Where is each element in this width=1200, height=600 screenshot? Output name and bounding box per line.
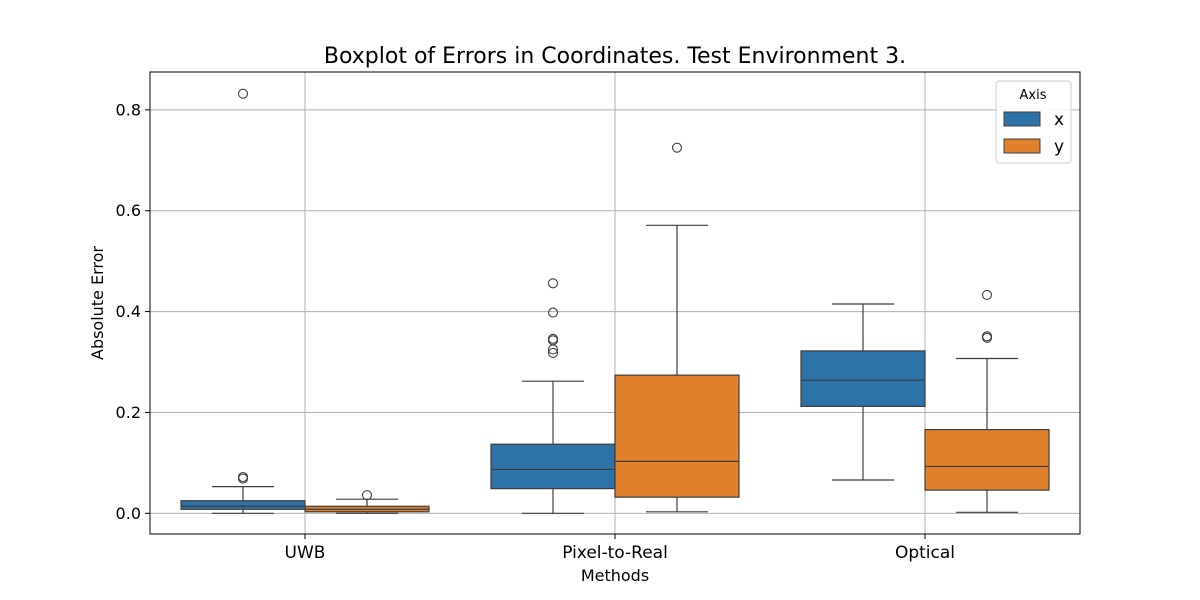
x-axis-ticks: UWB Pixel-to-Real Optical (285, 534, 955, 563)
legend-label-x: x (1054, 110, 1064, 130)
outlier-point (547, 347, 559, 358)
outlier-point (547, 307, 559, 318)
y-tick-label: 0.6 (116, 201, 141, 220)
outlier-point (361, 490, 373, 501)
box-x-2 (800, 303, 926, 481)
chart-title: Boxplot of Errors in Coordinates. Test E… (324, 44, 906, 69)
y-axis-ticks: 0.0 0.2 0.4 0.6 0.8 (116, 100, 150, 523)
outlier-point (981, 289, 993, 300)
box-iqr (924, 428, 1050, 491)
box-iqr (614, 374, 740, 498)
outlier-point (547, 278, 559, 289)
legend-label-y: y (1054, 137, 1064, 157)
box-iqr (490, 443, 616, 490)
legend-items: xy (1003, 110, 1064, 157)
box-x-1 (490, 278, 616, 514)
legend-swatch-y (1003, 138, 1041, 154)
outlier-point (237, 471, 249, 483)
box-x-0 (180, 88, 306, 514)
x-tick-label: Pixel-to-Real (562, 543, 668, 563)
y-tick-label: 0.2 (116, 403, 141, 422)
x-axis-label: Methods (581, 566, 649, 585)
legend: Axis xy (995, 80, 1072, 164)
outlier-point (671, 142, 683, 153)
box-iqr (800, 350, 926, 407)
box-y-0 (304, 490, 430, 514)
box-y-1 (614, 142, 740, 513)
x-tick-label: Optical (895, 543, 955, 563)
outlier-point (547, 333, 559, 344)
y-axis-label: Absolute Error (88, 246, 107, 360)
y-tick-label: 0.4 (116, 302, 141, 321)
legend-swatch-x (1003, 111, 1041, 127)
box-y-2 (924, 289, 1050, 513)
outlier-point (981, 331, 993, 342)
box-groups (180, 88, 1050, 514)
legend-title: Axis (1020, 88, 1047, 103)
outlier-point (237, 88, 249, 99)
y-tick-label: 0.8 (116, 100, 141, 119)
y-tick-label: 0.0 (116, 504, 141, 523)
box-iqr (180, 500, 306, 510)
x-tick-label: UWB (285, 543, 326, 563)
